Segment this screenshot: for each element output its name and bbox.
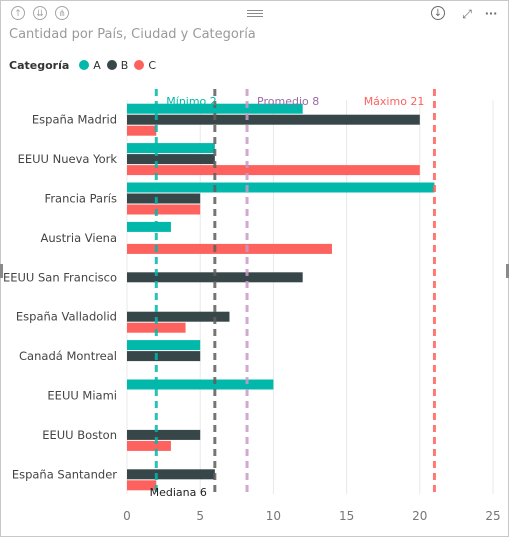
bar-b: [127, 154, 215, 165]
more-options-icon[interactable]: ···: [484, 7, 498, 20]
bar-b: [127, 272, 303, 283]
bar-b: [127, 429, 201, 440]
category-label: EEUU San Francisco: [3, 270, 117, 284]
x-tick-label: 10: [266, 509, 281, 523]
category-label: Austria Viena: [40, 231, 117, 245]
bar-c: [127, 165, 420, 176]
bar-c: [127, 204, 201, 215]
legend-label: B: [120, 58, 129, 72]
category-label: España Madrid: [32, 113, 117, 127]
drag-handle-icon[interactable]: [247, 10, 263, 17]
category-label: España Santander: [12, 467, 117, 481]
focus-mode-icon[interactable]: ⤢: [462, 7, 472, 21]
bar-a: [127, 221, 171, 232]
legend-label: A: [93, 58, 101, 72]
category-label: EEUU Nueva York: [18, 152, 118, 166]
bar-a: [127, 340, 201, 351]
bar-a: [127, 103, 303, 114]
category-label: Canadá Montreal: [19, 349, 117, 363]
category-label: Francia París: [45, 192, 117, 206]
legend-dot-icon: [79, 60, 90, 70]
category-label: España Valladolid: [16, 310, 117, 324]
bar-a: [127, 143, 215, 154]
x-tick-label: 15: [339, 509, 354, 523]
legend: Categoría A B C: [9, 58, 162, 72]
bar-c: [127, 480, 157, 491]
drill-all-down-icon[interactable]: ⇊: [33, 6, 47, 20]
x-tick-label: 0: [123, 509, 131, 523]
x-tick-label: 5: [196, 509, 204, 523]
bar-c: [127, 322, 186, 333]
reference-line-label: Máximo 21: [364, 95, 425, 108]
legend-dot-icon: [134, 60, 145, 70]
visual-title: Cantidad por País, Ciudad y Categoría: [9, 27, 256, 42]
category-label: EEUU Miami: [47, 389, 117, 403]
reference-line-label: Mediana 6: [150, 486, 207, 499]
legend-label: C: [148, 58, 157, 72]
visual-header: ↑ ⇊ ⋔ ↓ ⤢ ···: [1, 1, 508, 29]
legend-item-a[interactable]: A: [79, 59, 101, 72]
bar-b: [127, 114, 420, 125]
resize-handle-right-icon[interactable]: [506, 264, 509, 278]
bar-b: [127, 469, 215, 480]
reference-line-label: Promedio 8: [257, 95, 319, 108]
legend-title: Categoría: [9, 58, 70, 72]
bar-c: [127, 125, 157, 136]
legend-dot-icon: [106, 60, 117, 70]
resize-handle-left-icon[interactable]: [0, 264, 3, 278]
bar-b: [127, 351, 201, 362]
bar-a: [127, 182, 435, 193]
expand-down-icon[interactable]: ⋔: [55, 6, 69, 20]
category-label: EEUU Boston: [42, 428, 117, 442]
bar-b: [127, 311, 230, 322]
drill-up-icon[interactable]: ↑: [11, 6, 25, 20]
x-tick-label: 20: [412, 509, 427, 523]
legend-item-b[interactable]: B: [106, 58, 129, 72]
bar-c: [127, 243, 332, 254]
reference-line-label: Mínimo 2: [166, 95, 217, 108]
legend-item-c[interactable]: C: [134, 59, 156, 72]
x-tick-label: 25: [485, 509, 500, 523]
bar-c: [127, 440, 171, 451]
drill-mode-icon[interactable]: ↓: [431, 6, 445, 20]
bar-b: [127, 193, 201, 204]
bar-a: [127, 379, 274, 390]
